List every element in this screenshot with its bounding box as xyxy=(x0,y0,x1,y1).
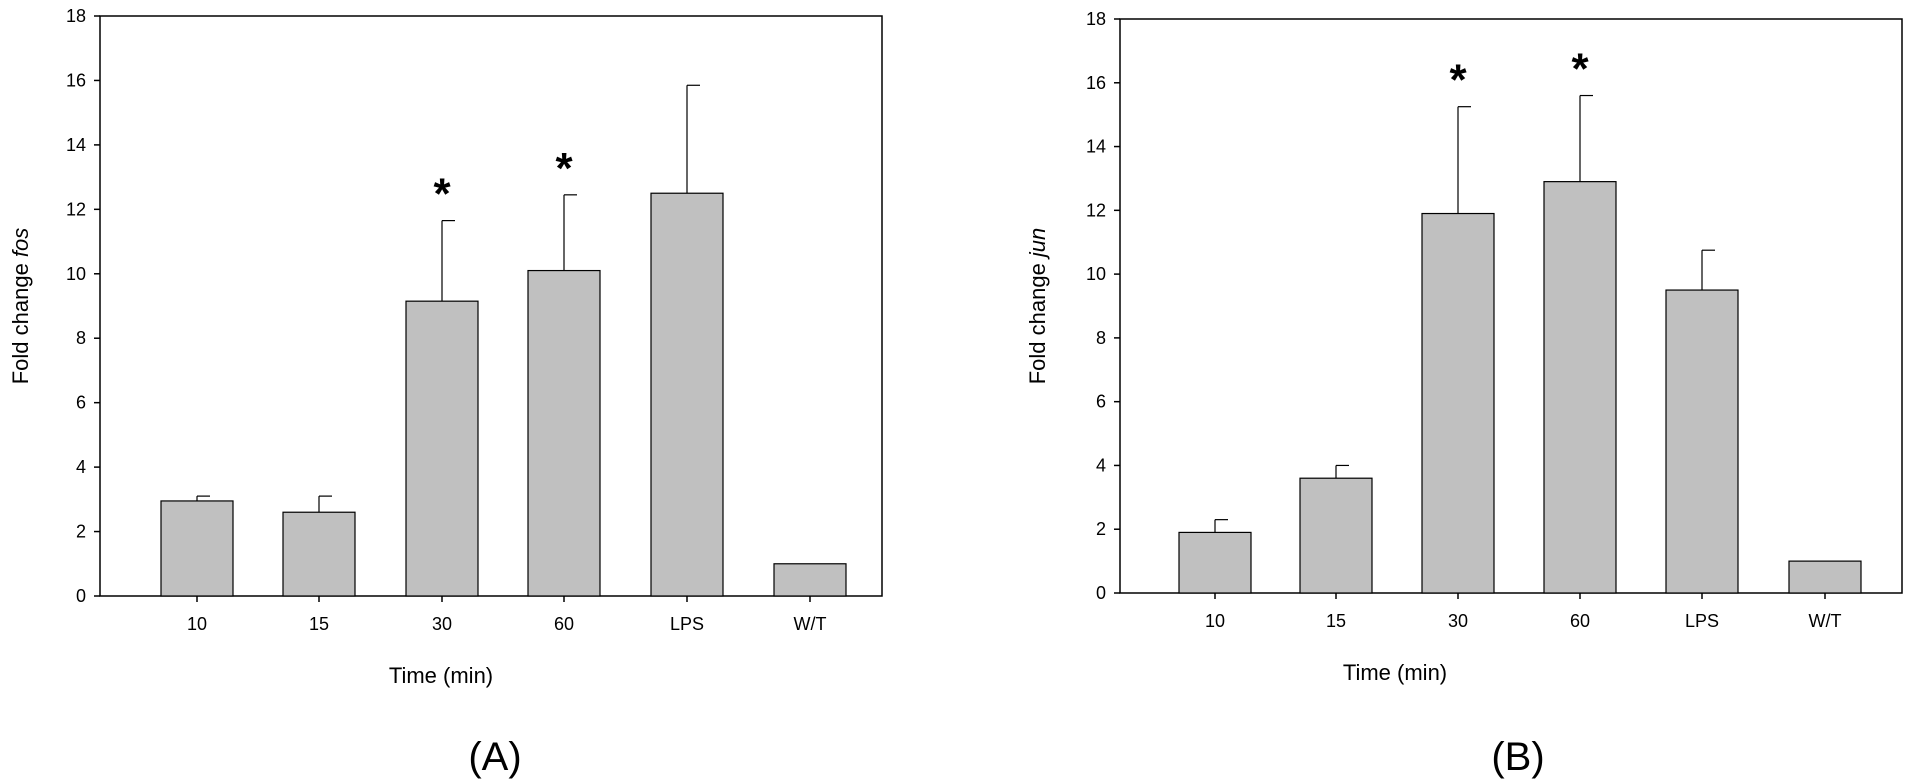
x-axis-title: Time (min) xyxy=(389,663,493,688)
panel-a: 0 2 4 6 8 10 12 14 16 18 10 15 30 60 LPS W/T * * Time (… xyxy=(8,6,883,779)
bar xyxy=(773,563,847,597)
y-tick-label: 0 xyxy=(1096,583,1106,603)
x-tick-label: 15 xyxy=(1326,611,1346,631)
bar xyxy=(1665,289,1739,594)
bar xyxy=(1299,477,1373,594)
y-tick-label: 12 xyxy=(1086,200,1106,220)
panel-label-b: (B) xyxy=(1491,735,1544,779)
y-axis-gene-name: fos xyxy=(8,228,33,257)
y-tick-label: 6 xyxy=(76,393,86,413)
bar xyxy=(1421,212,1495,594)
bar xyxy=(282,511,356,597)
x-tick-label: 60 xyxy=(1570,611,1590,631)
y-tick-label: 0 xyxy=(76,586,86,606)
x-tick-label: W/T xyxy=(794,614,827,634)
plot-frame xyxy=(99,15,883,597)
y-tick-label: 10 xyxy=(1086,264,1106,284)
bar xyxy=(650,192,724,597)
y-tick-label: 18 xyxy=(66,6,86,26)
panel-b: 0 2 4 6 8 10 12 14 16 18 10 15 30 60 LPS W/T * * Time (… xyxy=(1025,9,1903,779)
x-tick-label: LPS xyxy=(1685,611,1719,631)
x-tick-label: 30 xyxy=(432,614,452,634)
bar xyxy=(527,269,601,597)
bar xyxy=(1543,181,1617,594)
y-axis-title: Fold change jun xyxy=(1025,228,1050,385)
y-tick-label: 8 xyxy=(1096,328,1106,348)
y-tick-label: 14 xyxy=(66,135,86,155)
bar xyxy=(405,300,479,597)
bar xyxy=(1788,560,1862,594)
x-tick-label: 10 xyxy=(1205,611,1225,631)
bar xyxy=(160,500,234,597)
y-tick-label: 4 xyxy=(1096,455,1106,475)
x-axis-title: Time (min) xyxy=(1343,660,1447,685)
x-tick-label: 10 xyxy=(187,614,207,634)
y-tick-label: 12 xyxy=(66,199,86,219)
significance-marker: * xyxy=(1449,56,1467,105)
y-tick-label: 14 xyxy=(1086,137,1106,157)
y-tick-label: 18 xyxy=(1086,9,1106,29)
y-tick-label: 2 xyxy=(1096,519,1106,539)
y-axis-gene-name: jun xyxy=(1025,228,1050,260)
y-axis-title: Fold change fos xyxy=(8,228,33,385)
x-tick-label: 60 xyxy=(554,614,574,634)
y-tick-label: 8 xyxy=(76,328,86,348)
y-tick-label: 6 xyxy=(1096,392,1106,412)
y-tick-label: 10 xyxy=(66,264,86,284)
y-tick-label: 16 xyxy=(66,70,86,90)
significance-marker: * xyxy=(433,170,451,219)
y-tick-label: 16 xyxy=(1086,73,1106,93)
x-tick-label: 30 xyxy=(1448,611,1468,631)
bar xyxy=(1178,531,1252,594)
panel-label-a: (A) xyxy=(468,735,521,779)
significance-marker: * xyxy=(555,144,573,193)
y-tick-label: 4 xyxy=(76,457,86,477)
y-tick-label: 2 xyxy=(76,522,86,542)
x-tick-label: 15 xyxy=(309,614,329,634)
significance-marker: * xyxy=(1571,45,1589,94)
x-tick-label: W/T xyxy=(1809,611,1842,631)
plot-frame xyxy=(1119,18,1903,594)
x-tick-label: LPS xyxy=(670,614,704,634)
